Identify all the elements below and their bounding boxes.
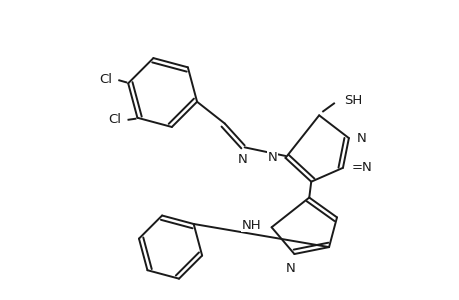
Text: N: N: [356, 132, 366, 145]
Text: =N: =N: [351, 161, 372, 174]
Text: N: N: [285, 262, 295, 275]
Text: SH: SH: [343, 94, 361, 107]
Text: Cl: Cl: [108, 113, 121, 126]
Text: Cl: Cl: [99, 73, 112, 86]
Text: N: N: [267, 152, 277, 164]
Text: N: N: [237, 153, 247, 166]
Text: NH: NH: [241, 219, 261, 232]
